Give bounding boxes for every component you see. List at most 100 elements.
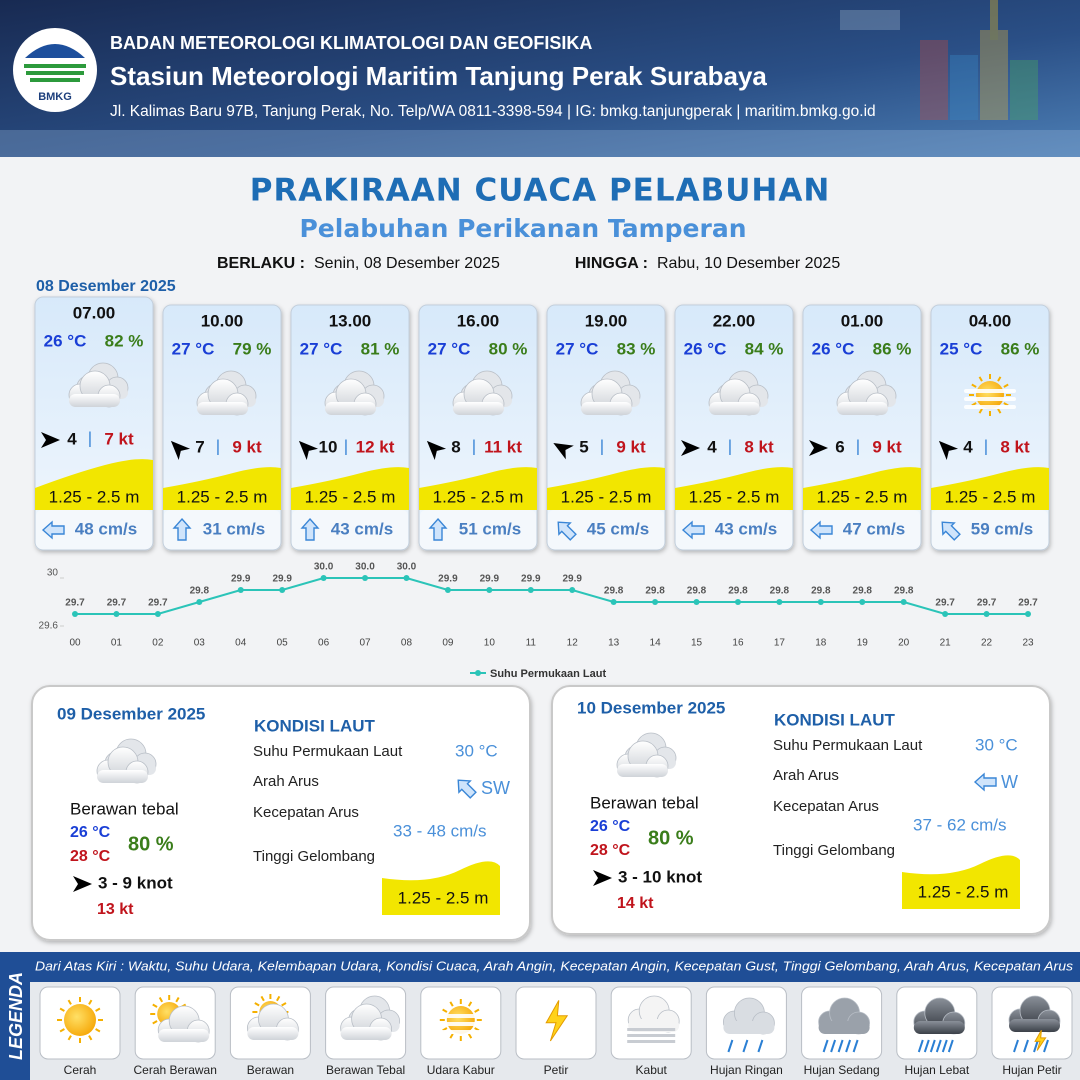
rain — [935, 1039, 942, 1053]
wave-band — [675, 467, 793, 510]
current-row — [676, 510, 792, 549]
wave-height: 1.25 - 2.5 m — [305, 487, 396, 506]
condition: Berawan tebal — [70, 799, 179, 818]
sst-point — [942, 611, 949, 617]
sst-point — [693, 599, 700, 605]
time: 13.00 — [329, 311, 372, 330]
legend-item: Hujan Ringan — [710, 1063, 783, 1077]
fog-bar — [627, 1034, 676, 1037]
cloud-base — [837, 402, 888, 415]
rain — [757, 1039, 764, 1053]
x-tick-label: 01 — [111, 638, 123, 649]
wind-arrow — [681, 440, 700, 456]
separator: | — [88, 428, 92, 447]
wind-arrow — [426, 440, 447, 461]
time: 10.00 — [201, 311, 244, 330]
bolt — [545, 1000, 569, 1042]
sun-ray — [978, 408, 983, 414]
wave-band — [291, 467, 409, 510]
x-tick-label: 14 — [650, 638, 662, 649]
current-dir: W — [1001, 772, 1018, 792]
wind-speed: 4 — [707, 437, 717, 456]
sea-label: Kecepatan Arus — [253, 804, 359, 821]
sun-ray — [442, 1008, 448, 1013]
x-tick-label: 05 — [277, 638, 289, 649]
x-tick-label: 13 — [608, 638, 620, 649]
legend-description: Dari Atas Kiri : Waktu, Suhu Udara, Kele… — [35, 958, 1074, 973]
sun-ray — [474, 1008, 480, 1013]
sst-label: 29.7 — [65, 598, 85, 609]
day-gust: 13 kt — [97, 901, 134, 918]
cloud-base — [247, 1027, 299, 1040]
sun-ray — [997, 376, 1002, 382]
wind-speed: 10 — [319, 437, 338, 456]
wind-speed: 8 — [451, 437, 460, 456]
weather-icon — [723, 997, 775, 1053]
sea-label: Kecepatan Arus — [773, 798, 879, 815]
sun-ray — [158, 997, 164, 1003]
sun-ray — [152, 1003, 158, 1008]
y-tick-label: 30 — [47, 568, 59, 579]
day-humidity: 80 % — [648, 827, 694, 849]
haze-bar — [964, 397, 1016, 401]
agency: BADAN METEOROLOGI KLIMATOLOGI DAN GEOFIS… — [110, 33, 592, 53]
fog-bar — [627, 1028, 676, 1031]
sun-ray — [467, 1033, 473, 1039]
sun-ray — [281, 1002, 287, 1007]
cloud-base — [617, 764, 668, 777]
rain — [822, 1039, 829, 1053]
tmax: 28 °C — [590, 842, 631, 859]
wind-arrow — [809, 440, 828, 456]
x-tick-label: 23 — [1022, 638, 1034, 649]
weather-icon — [964, 374, 1016, 416]
x-tick-label: 04 — [235, 638, 247, 649]
header-bg — [0, 0, 1080, 157]
wind-speed: 4 — [67, 429, 77, 448]
current-row — [36, 510, 152, 549]
time: 19.00 — [585, 311, 628, 330]
x-tick-label: 22 — [981, 638, 993, 649]
sst-point — [527, 587, 534, 593]
sst-label: 29.9 — [272, 574, 292, 585]
sst-point — [279, 587, 286, 593]
from-label: BERLAKU : — [217, 255, 305, 272]
rain — [941, 1039, 948, 1053]
sun — [446, 1006, 475, 1034]
weather-icon — [150, 995, 210, 1043]
cloud-base — [325, 402, 376, 415]
sst-label: 29.9 — [521, 574, 541, 585]
sst-point — [859, 599, 866, 605]
separator: | — [984, 436, 988, 455]
day-date: 10 Desember 2025 — [577, 698, 725, 717]
sst-label: 29.9 — [231, 574, 251, 585]
sst-label: 29.8 — [604, 586, 624, 597]
day-gust: 14 kt — [617, 895, 654, 912]
time: 07.00 — [73, 303, 116, 322]
x-tick-label: 16 — [732, 638, 744, 649]
wind-speed: 7 — [195, 437, 204, 456]
legend-item: Hujan Sedang — [804, 1063, 880, 1077]
to-label: HINGGA : — [575, 255, 648, 272]
logo-text: BMKG — [38, 91, 72, 103]
y-tick-label: 29.6 — [39, 621, 59, 632]
wind-arrow — [170, 440, 191, 461]
cloud-base — [453, 402, 504, 415]
x-tick-label: 10 — [484, 638, 496, 649]
sst-point — [652, 599, 659, 605]
legend-title: LEGENDA — [6, 972, 26, 1060]
sea-label: Tinggi Gelombang — [253, 848, 375, 865]
cloud-base — [340, 1027, 392, 1040]
air-temp: 27 °C — [172, 339, 215, 358]
air-temp: 27 °C — [300, 339, 343, 358]
x-tick-label: 06 — [318, 638, 330, 649]
rain — [727, 1039, 734, 1053]
rain — [1013, 1039, 1019, 1053]
current-range: 37 - 62 cm/s — [913, 815, 1007, 834]
cloud-base — [1009, 1019, 1060, 1032]
sun-ray — [276, 995, 281, 1002]
wave-band — [419, 467, 537, 510]
sst-label: 29.7 — [148, 598, 168, 609]
sun-ray — [59, 1028, 65, 1033]
to-date: Rabu, 10 Desember 2025 — [657, 255, 840, 272]
